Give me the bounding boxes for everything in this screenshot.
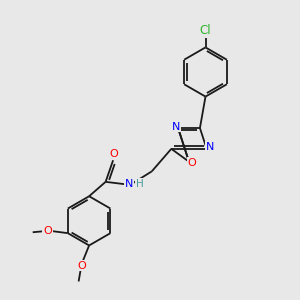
Text: O: O [77, 260, 86, 271]
Text: O: O [109, 149, 118, 159]
Text: N: N [206, 142, 214, 152]
Text: N: N [172, 122, 180, 132]
Text: O: O [43, 226, 52, 236]
Text: O: O [188, 158, 196, 168]
Text: N: N [124, 178, 133, 189]
Text: H: H [136, 178, 144, 189]
Text: Cl: Cl [200, 24, 211, 38]
